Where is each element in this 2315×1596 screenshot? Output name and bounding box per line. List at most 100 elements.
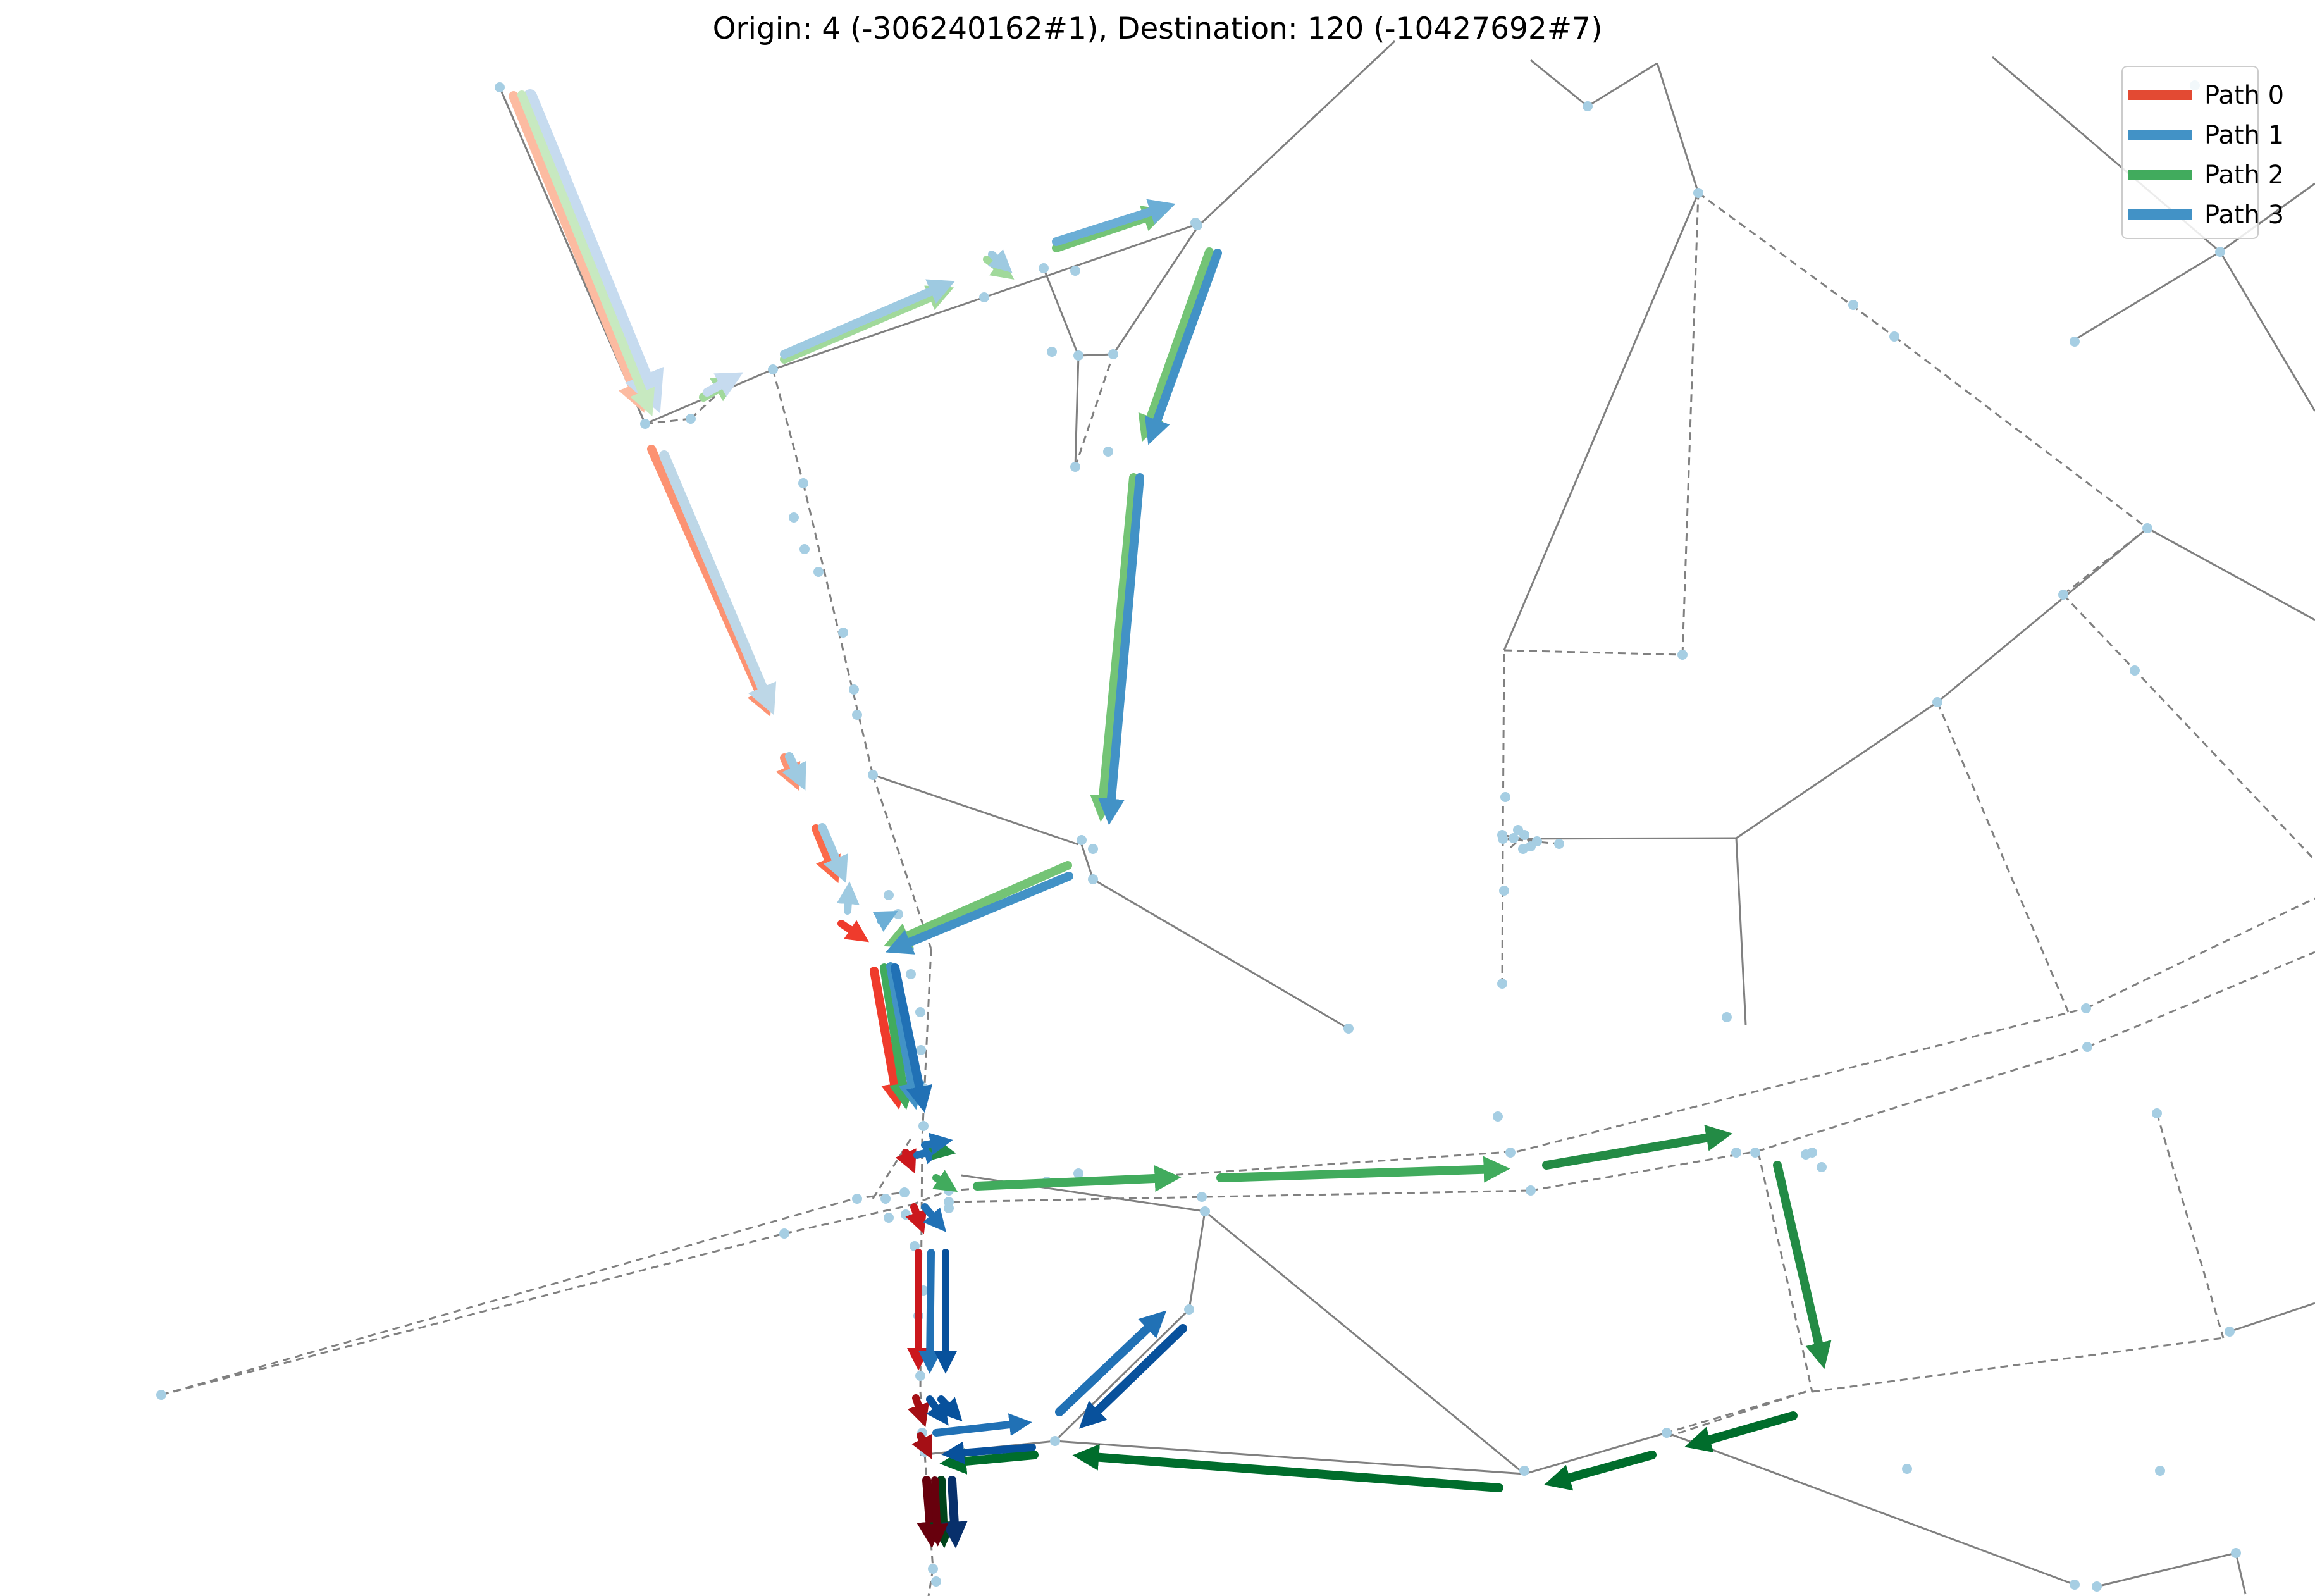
network-node: [1190, 218, 1201, 228]
network-node: [1200, 1206, 1210, 1216]
path-0-arrow: [925, 1476, 949, 1547]
road-edge: [1042, 268, 1080, 356]
path-1-arrow: [885, 872, 1073, 955]
network-node: [893, 909, 903, 919]
road-edge-dashed: [1074, 354, 1114, 467]
edges-layer: [161, 40, 2315, 1596]
path-2-arrow: [930, 1476, 956, 1549]
network-node: [2081, 1003, 2091, 1013]
path-0-arrow: [895, 1148, 917, 1174]
network-node: [915, 1371, 925, 1381]
chart-title: Origin: 4 (-306240162#1), Destination: 1…: [712, 11, 1603, 46]
road-edge-dashed: [2063, 527, 2148, 596]
path-2-arrow: [973, 1165, 1182, 1192]
road-edge: [1074, 355, 1080, 467]
network-node: [1505, 1148, 1516, 1158]
network-node: [2152, 1108, 2162, 1118]
road-edge: [1502, 837, 1737, 840]
network-node: [2070, 337, 2080, 347]
road-edge-dashed: [1503, 649, 1683, 656]
network-node: [1070, 266, 1080, 276]
road-edge: [1078, 353, 1114, 357]
network-node: [1108, 349, 1118, 359]
path-1-arrow: [836, 881, 860, 915]
path-2-arrow: [1684, 1411, 1798, 1452]
network-node: [2130, 665, 2140, 676]
network-node: [1932, 697, 1942, 707]
network-node: [813, 567, 824, 577]
road-edge-dashed: [772, 369, 805, 484]
path-1-arrow: [937, 1395, 963, 1422]
network-node: [979, 292, 989, 302]
network-node: [852, 710, 862, 720]
network-node: [916, 1045, 926, 1055]
road-edge-dashed: [2156, 1113, 2225, 1339]
network-node: [1343, 1024, 1354, 1034]
path-1-arrow: [941, 1441, 1036, 1464]
path-1-arrow: [1055, 1310, 1167, 1416]
road-edge-dashed: [161, 1232, 785, 1396]
network-node: [2142, 523, 2152, 533]
road-edge: [2235, 1552, 2247, 1595]
network-node: [2215, 247, 2225, 257]
road-edge-dashed: [1894, 335, 2148, 529]
road-edge: [1112, 222, 1202, 355]
road-edge: [1204, 1210, 1525, 1475]
road-edge-dashed: [872, 774, 932, 950]
road-edge-dashed: [1698, 192, 1895, 338]
path-1-arrow: [818, 823, 848, 884]
network-node: [1088, 874, 1098, 884]
path-1-arrow: [782, 752, 806, 791]
road-edge: [2147, 527, 2315, 621]
path-0-arrow: [870, 967, 908, 1110]
path-2-arrow: [1773, 1161, 1832, 1370]
path-2-arrow: [929, 1137, 956, 1160]
network-node: [1077, 835, 1087, 845]
network-node: [798, 478, 808, 488]
path-2-arrow: [517, 90, 655, 417]
road-edge-dashed: [1502, 838, 1560, 845]
road-edge-dashed: [1681, 192, 1700, 655]
road-edge-dashed: [784, 1204, 911, 1235]
road-edge: [984, 221, 1202, 299]
network-node: [1070, 462, 1080, 472]
road-edge: [2229, 1302, 2315, 1333]
path-1-arrow: [703, 372, 744, 397]
network-node: [1519, 1466, 1529, 1476]
road-edge: [1656, 63, 1700, 194]
path-2-arrow: [1052, 206, 1170, 252]
path-2-arrow: [1216, 1156, 1510, 1183]
path-2-arrow: [1542, 1125, 1733, 1170]
network-node: [1073, 350, 1083, 361]
legend-label-path-1: Path 1: [2204, 121, 2284, 150]
network-node: [1532, 836, 1542, 846]
network-node: [2231, 1548, 2241, 1558]
network-node: [868, 770, 878, 780]
network-node: [1731, 1148, 1741, 1158]
road-edge-dashed: [853, 1191, 905, 1200]
network-node: [1493, 1111, 1503, 1122]
road-edge: [1530, 59, 1588, 108]
road-edge: [1587, 62, 1658, 108]
network-node: [1848, 300, 1858, 310]
road-edge: [2096, 1552, 2237, 1588]
network-node: [931, 1576, 941, 1587]
path-1-arrow: [921, 1132, 953, 1156]
path-1-arrow: [932, 1413, 1032, 1437]
road-edge-dashed: [1530, 1150, 1758, 1192]
legend-label-path-2: Path 2: [2204, 161, 2284, 190]
network-node: [1497, 830, 1507, 840]
road-edge-dashed: [802, 483, 874, 776]
network-node: [2082, 1042, 2092, 1052]
network-node: [1662, 1428, 1672, 1438]
network-node: [1750, 1148, 1760, 1158]
path-1-arrow: [1078, 1324, 1187, 1429]
network-node: [1047, 347, 1057, 357]
network-node: [2092, 1581, 2102, 1592]
path-2-arrow: [932, 1170, 958, 1192]
network-node: [1583, 101, 1593, 111]
nodes-layer: [156, 80, 2241, 1592]
network-node: [1050, 1436, 1060, 1446]
network-node: [901, 1209, 911, 1220]
